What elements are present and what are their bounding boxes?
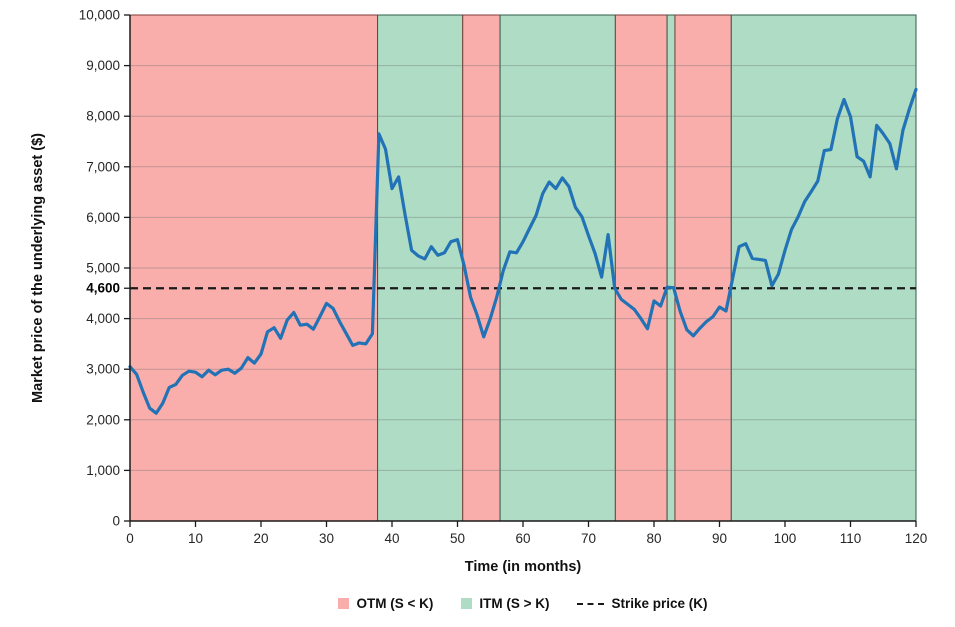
y-tick-label: 10,000 — [79, 8, 120, 23]
y-tick-label: 3,000 — [86, 362, 120, 377]
y-tick-label: 7,000 — [86, 159, 120, 174]
region-itm — [730, 14, 917, 522]
strike-dash-icon — [577, 602, 605, 605]
price-line — [128, 87, 918, 415]
itm-swatch-icon — [461, 598, 473, 609]
otm-swatch-icon — [338, 598, 350, 609]
x-tick-label: 120 — [905, 531, 928, 546]
region-otm — [462, 14, 501, 522]
legend-label-strike: Strike price (K) — [611, 596, 708, 611]
x-tick-label: 70 — [581, 531, 596, 546]
x-axis-title: Time (in months) — [464, 559, 582, 575]
region-otm — [674, 14, 732, 522]
region-otm — [129, 14, 379, 522]
x-tick-label: 40 — [384, 531, 399, 546]
legend-item-strike: Strike price (K) — [577, 596, 708, 611]
x-tick-label: 80 — [646, 531, 661, 546]
x-tick-label: 100 — [774, 531, 797, 546]
y-tick-label: 8,000 — [86, 109, 120, 124]
x-tick-label: 110 — [840, 531, 862, 546]
y-axis-title: Market price of the underlying asset ($) — [30, 133, 46, 403]
legend: OTM (S < K) ITM (S > K) Strike price (K) — [130, 596, 916, 611]
y-tick-label: 5,000 — [86, 261, 120, 276]
y-tick-label: 2,000 — [86, 412, 120, 427]
x-tick-label: 30 — [319, 531, 334, 546]
y-tick-label: 4,000 — [86, 311, 120, 326]
x-tick-label: 50 — [450, 531, 465, 546]
legend-item-otm: OTM (S < K) — [338, 596, 433, 611]
x-tick-label: 90 — [712, 531, 727, 546]
region-itm — [499, 14, 616, 522]
y-tick-label: 6,000 — [86, 210, 120, 225]
y-tick-label: 9,000 — [86, 58, 120, 73]
y-tick-label: 1,000 — [86, 463, 120, 478]
legend-item-itm: ITM (S > K) — [461, 596, 549, 611]
y-tick-label: 0 — [112, 514, 120, 529]
region-otm — [614, 14, 668, 522]
x-tick-label: 20 — [253, 531, 268, 546]
x-tick-label: 10 — [188, 531, 203, 546]
x-tick-label: 0 — [126, 531, 134, 546]
legend-label-itm: ITM (S > K) — [479, 596, 550, 611]
x-tick-label: 60 — [515, 531, 530, 546]
strike-tick-label: 4,600 — [86, 281, 120, 296]
region-itm — [377, 14, 464, 522]
legend-label-otm: OTM (S < K) — [356, 596, 434, 611]
